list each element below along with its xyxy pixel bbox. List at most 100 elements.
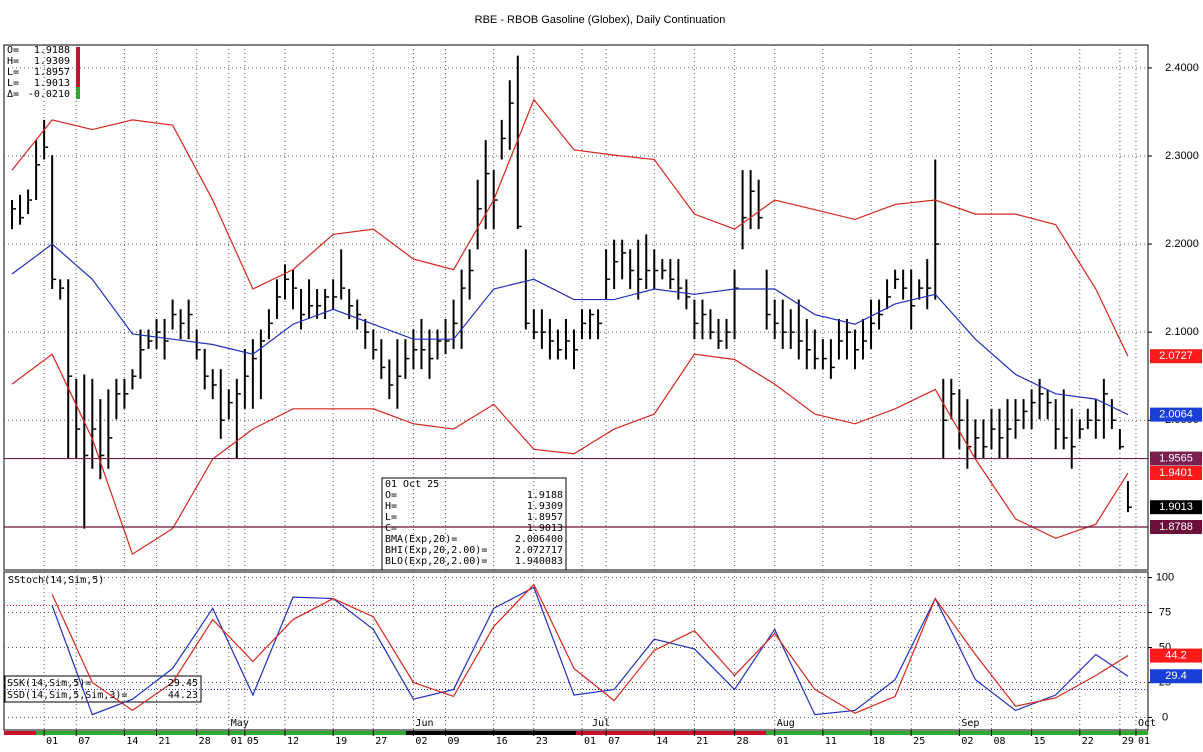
readout-value: 44.23 [168,690,198,701]
info-key: BLO(Exp,20,2.00)= [385,556,487,567]
price-marker [1150,500,1202,515]
y-tick-label: 2.3000 [1165,150,1199,162]
price-marker [1150,451,1202,466]
month-label: Jul [592,718,610,729]
info-key: H= [385,501,397,512]
readout-key: SSK(14,Sim,5)= [7,678,91,689]
month-label: May [231,718,249,729]
panel-title: SStoch(14,Sim,5) [8,575,104,586]
info-key: C= [385,523,397,534]
x-tick-label: 05 [247,736,259,747]
info-key: L= [385,512,397,523]
x-tick-label: 01 [1138,736,1150,747]
info-value: 1.8957 [527,512,563,523]
price-marker [1150,669,1202,684]
y-tick-label: 2.4000 [1165,62,1199,74]
marker-label: 29.4 [1165,670,1186,682]
info-date: 01 Oct 25 [385,479,439,490]
contract-strip [4,731,1148,735]
info-value: 1.940083 [515,556,563,567]
legend-key: O= [7,45,19,56]
price-panel [3,44,1149,571]
legend-value: 1.9013 [34,78,70,89]
x-tick-label: 07 [608,736,620,747]
x-tick-label: 29 [1122,736,1134,747]
x-tick-label: 21 [696,736,708,747]
band-line [11,98,1129,357]
price-marker [1150,520,1202,535]
x-tick-label: 21 [159,736,171,747]
x-tick-label: 22 [1082,736,1094,747]
legend-key: H= [7,56,19,67]
legend-value: 1.8957 [34,67,70,78]
legend-key: Δ= [7,89,19,100]
x-tick-label: 02 [415,736,427,747]
month-label: Sep [961,718,979,729]
legend-swatch [76,47,80,87]
legend-value: -0.0210 [28,89,70,100]
x-tick-label: 01 [46,736,58,747]
y-tick-label: 100 [1156,571,1174,583]
info-value: 2.006400 [515,534,563,545]
info-box [381,477,567,571]
chart-title: RBE - RBOB Gasoline (Globex), Daily Cont… [475,14,726,26]
x-tick-label: 28 [737,736,749,747]
x-tick-label: 25 [913,736,925,747]
x-tick-label: 16 [496,736,508,747]
stoch-panel [3,571,1149,731]
x-tick-label: 08 [993,736,1005,747]
stoch-line [51,586,1129,716]
marker-label: 1.8788 [1159,521,1193,533]
x-tick-label: 14 [656,736,668,747]
y-tick-label: 0 [1162,711,1168,723]
marker-label: 44.2 [1165,649,1186,661]
price-marker [1150,349,1202,364]
marker-label: 2.0727 [1159,350,1193,362]
x-tick-label: 12 [287,736,299,747]
y-tick-label: 2.1000 [1165,326,1199,338]
info-value: 1.9309 [527,501,563,512]
month-label: Oct [1138,718,1156,729]
price-marker [1150,648,1202,663]
x-tick-label: 09 [448,736,460,747]
x-tick-label: 01 [777,736,789,747]
marker-label: 1.9565 [1159,452,1193,464]
x-tick-label: 23 [536,736,548,747]
x-tick-label: 28 [199,736,211,747]
info-key: BMA(Exp,20)= [385,534,457,545]
x-tick-label: 18 [873,736,885,747]
info-value: 1.9013 [527,523,563,534]
x-tick-label: 11 [825,736,837,747]
legend-box [6,47,78,99]
info-key: BHI(Exp,20,2.00)= [385,545,487,556]
readout-key: SSD(14,Sim,5,Sim,3)= [7,690,127,701]
readout-value: 29.45 [168,678,198,689]
x-tick-label: 01 [584,736,596,747]
legend-key: L= [7,67,19,78]
legend-value: 1.9309 [34,56,70,67]
info-key: O= [385,490,397,501]
marker-label: 2.0064 [1159,409,1193,421]
price-marker [1150,466,1202,481]
marker-label: 1.9013 [1159,501,1193,513]
x-tick-label: 01 [231,736,243,747]
month-label: Aug [777,718,795,729]
x-tick-label: 02 [961,736,973,747]
x-tick-label: 27 [375,736,387,747]
x-tick-label: 07 [78,736,90,747]
info-value: 1.9188 [527,490,563,501]
info-value: 2.072717 [515,545,563,556]
y-tick-label: 2.2000 [1165,238,1199,250]
price-marker [1150,407,1202,422]
band-line [11,353,1129,556]
month-label: Jun [415,718,433,729]
band-line [11,243,1129,416]
y-tick-label: 75 [1159,606,1171,618]
legend-key: L= [7,78,19,89]
legend-swatch [76,87,80,99]
marker-label: 1.9401 [1159,467,1193,479]
x-tick-label: 19 [335,736,347,747]
legend-value: 1.9188 [34,45,70,56]
x-tick-label: 14 [126,736,138,747]
